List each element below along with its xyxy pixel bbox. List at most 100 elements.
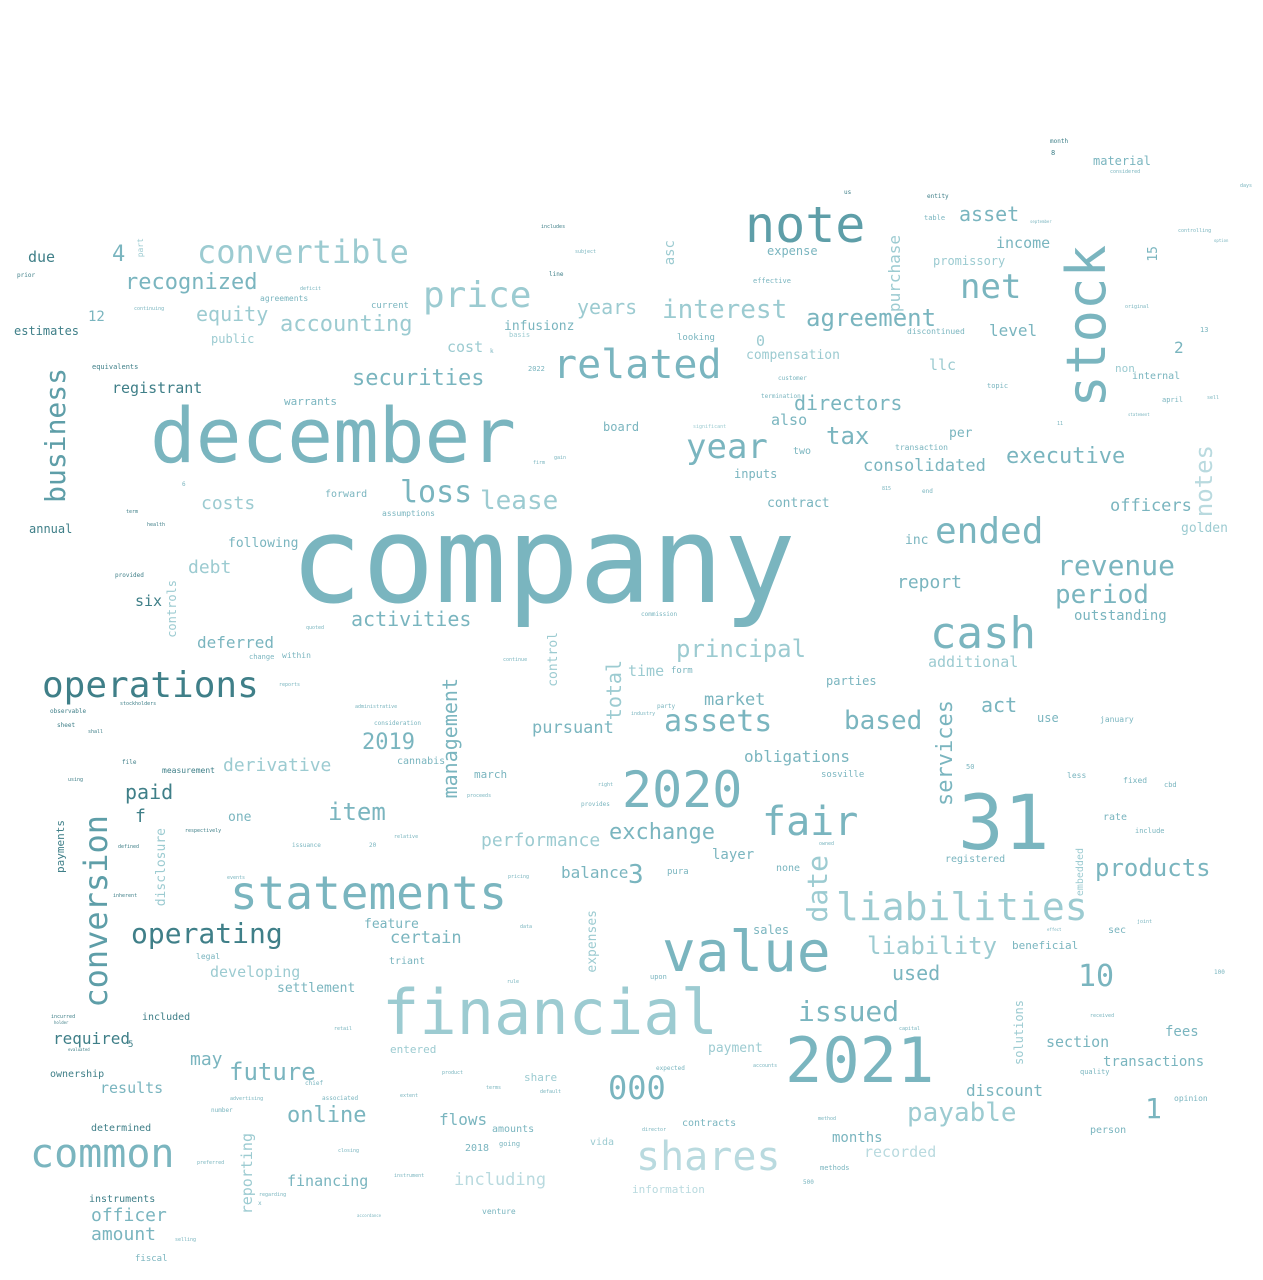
cloud-word-activities: activities [351,607,472,631]
cloud-word-stockholders: stockholders [120,701,157,707]
cloud-word-rule: rule [507,979,520,985]
cloud-word-2019: 2019 [362,730,415,755]
cloud-word-directors: directors [794,391,903,415]
cloud-word-reports: reports [279,682,301,688]
cloud-word-deficit: deficit [300,286,322,292]
cloud-word-prior: prior [17,272,36,279]
cloud-word-controlling: controlling [1178,228,1212,234]
cloud-word-pura: pura [667,867,689,877]
cloud-word-2018: 2018 [465,1143,490,1154]
cloud-word-principal: principal [676,635,807,663]
cloud-word-expense: expense [767,244,818,258]
cloud-word-4: 4 [112,242,126,267]
cloud-word-disclosure: disclosure [154,828,169,907]
cloud-word-joint: joint [1137,919,1153,925]
cloud-word-ownership: ownership [50,1069,105,1080]
cloud-word-issuance: issuance [292,842,321,849]
cloud-word-lease: lease [480,486,559,516]
cloud-word-products: products [1095,854,1211,882]
cloud-word-triant: triant [389,956,426,967]
cloud-word-form: form [671,666,693,676]
cloud-word-business: business [39,368,72,503]
cloud-word-include: include [1135,827,1165,835]
cloud-word-inputs: inputs [734,467,778,481]
cloud-word-asset: asset [959,202,1020,226]
cloud-word-flows: flows [439,1110,488,1129]
cloud-word-year: year [686,427,768,467]
cloud-word-related: related [553,342,722,388]
cloud-word-observable: observable [50,708,87,715]
cloud-word-act: act [981,693,1018,717]
cloud-word-included: included [142,1012,191,1023]
cloud-word-cannabis: cannabis [397,756,446,767]
cloud-word-future: future [229,1058,316,1086]
cloud-word-used: used [892,961,941,985]
cloud-word-registered: registered [945,854,1006,865]
cloud-word-officer: officer [91,1205,167,1226]
cloud-word-asc: asc [662,240,678,266]
cloud-word-including: including [454,1170,547,1190]
cloud-word-two: two [793,446,812,457]
cloud-word-performance: performance [481,830,601,851]
cloud-word-capital: capital [899,1026,921,1032]
cloud-word-11: 11 [1057,421,1064,427]
cloud-word-registrant: registrant [112,379,203,397]
cloud-word-us: us [844,189,852,196]
cloud-word-effective: effective [753,277,791,285]
cloud-word-includes: includes [541,224,566,230]
cloud-word-net: net [960,267,1022,307]
cloud-word-officers: officers [1110,496,1192,516]
cloud-word-2021: 2021 [785,1024,935,1097]
cloud-word-layer: layer [712,847,755,863]
cloud-word-term: term [126,509,139,515]
cloud-word-equivalents: equivalents [92,363,139,371]
cloud-word-end: end [922,488,933,495]
cloud-word-6: 6 [182,481,186,488]
cloud-word-part: part [136,238,145,258]
cloud-word-based: based [844,706,923,736]
cloud-word-public: public [211,332,255,346]
cloud-word-selling: selling [175,1237,197,1243]
cloud-word-ended: ended [935,511,1044,552]
cloud-word-advertising: advertising [230,1096,264,1102]
cloud-word-respectively: respectively [185,828,222,834]
cloud-word-statements: statements [230,866,507,920]
cloud-word-change: change [249,653,275,661]
cloud-word-15: 15 [1146,246,1161,262]
cloud-word-obligations: obligations [744,747,850,766]
cloud-word-payable: payable [907,1098,1017,1128]
cloud-word-warrants: warrants [284,395,337,408]
cloud-word-methods: methods [820,1164,850,1172]
cloud-word-continue: continue [503,657,528,663]
cloud-word-terms: terms [486,1085,502,1091]
cloud-word-venture: venture [482,1207,516,1216]
cloud-word-price: price [423,275,532,316]
cloud-word-associated: associated [322,1095,359,1102]
cloud-word-1: 1 [1145,1092,1162,1125]
cloud-word-table: table [924,214,946,222]
cloud-word-use: use [1037,711,1059,725]
cloud-word-line: line [549,271,564,278]
cloud-word-additional: additional [928,653,1019,671]
cloud-word-instrument: instrument [394,1173,425,1179]
cloud-word-transaction: transaction [895,443,948,452]
cloud-word-fiscal: fiscal [135,1254,168,1264]
cloud-word-board: board [603,420,640,434]
cloud-word-forward: forward [325,489,368,500]
cloud-word-parties: parties [826,674,877,688]
cloud-word-exchange: exchange [609,820,715,845]
cloud-word-defined: defined [118,844,140,850]
cloud-word-results: results [100,1079,164,1097]
cloud-word-compensation: compensation [746,348,840,363]
cloud-word-value: value [662,920,831,985]
cloud-word-payment: payment [708,1041,763,1056]
cloud-word-director: director [642,1127,667,1133]
cloud-word-operating: operating [131,917,283,950]
cloud-word-cash: cash [930,608,1036,659]
cloud-word-assumptions: assumptions [382,509,435,518]
cloud-word-feature: feature [364,917,419,932]
cloud-word-basis: basis [509,331,531,339]
cloud-word-convertible: convertible [197,233,409,271]
cloud-word-sales: sales [753,923,790,937]
